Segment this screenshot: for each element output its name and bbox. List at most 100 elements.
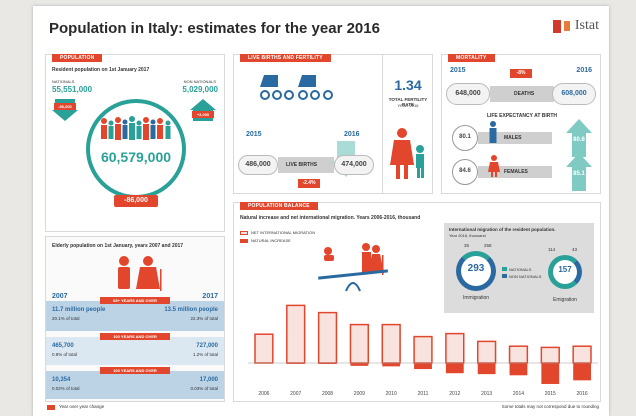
deaths-arrow-band <box>490 86 554 102</box>
legend-migration-swatch <box>240 231 248 235</box>
balance-panel: POPULATION BALANCE Natural increase and … <box>233 202 601 402</box>
migration-bar-2014 <box>508 345 529 364</box>
nationals-change: -96,000 <box>54 103 76 110</box>
natural-bar-2015 <box>541 363 560 384</box>
elderly-left-3: 10,354 <box>52 377 71 383</box>
imm-label: Immigration <box>462 295 490 301</box>
year-label-2006: 2006 <box>258 391 269 397</box>
seesaw-icon <box>318 243 389 295</box>
migration-bar-2008 <box>317 311 338 364</box>
intl-title: International migration of the resident … <box>449 227 556 232</box>
nationals-label: NATIONALS <box>52 79 75 84</box>
elderly-right-3: 17,000 <box>199 377 218 383</box>
balance-subtitle: Natural increase and net international m… <box>240 215 421 221</box>
natural-bar-2011 <box>414 363 432 370</box>
logo-text: Istat <box>574 18 599 33</box>
migration-bar-2015 <box>540 346 560 364</box>
elderly-year-right: 2017 <box>202 293 218 300</box>
elderly-left-1: 11.7 million people <box>52 307 106 313</box>
footer-right: Some totals may not correspond due to ro… <box>501 404 599 409</box>
population-subtitle: Resident population on 1st January 2017 <box>52 67 150 73</box>
elderly-band-2 <box>46 337 224 365</box>
natural-bar-2008 <box>318 363 337 365</box>
logo-mark-small-icon <box>563 21 570 31</box>
natural-bar-2014 <box>509 363 528 376</box>
females-right-value: 85.1 <box>573 171 585 177</box>
infographic-sheet: Population in Italy: estimates for the y… <box>33 6 609 416</box>
births-center-label: LIVE BIRTHS <box>286 162 318 168</box>
deaths-right-value: 608,000 <box>552 83 596 105</box>
total-population-value: 60,579,000 <box>100 149 172 165</box>
fertility-year: YEAR 2016 <box>397 103 419 108</box>
page-title: Population in Italy: estimates for the y… <box>49 20 380 37</box>
non-nationals-value: 5,029,000 <box>182 85 218 94</box>
em-nationals-value: 114 <box>548 247 556 252</box>
elderly-year-left: 2007 <box>52 293 68 300</box>
footer-swatch <box>47 405 55 410</box>
em-total: 157 <box>558 265 572 274</box>
fertility-label: TOTAL FERTILITY RATE <box>388 97 428 107</box>
migration-bar-2011 <box>413 335 433 364</box>
non-nationals-label: NON NATIONALS <box>183 79 216 84</box>
elderly-right-2b: 1.2% of total <box>192 352 218 357</box>
elderly-left-2b: 0.8% of total <box>52 352 78 357</box>
year-label-2014: 2014 <box>513 391 524 397</box>
births-heading: LIVE BIRTHS AND FERTILITY <box>240 54 331 62</box>
population-panel: POPULATION Resident population on 1st Ja… <box>45 54 225 232</box>
deaths-label: DEATHS <box>514 91 535 97</box>
births-year-left: 2015 <box>246 131 262 138</box>
births-change: -2.4% <box>298 179 320 188</box>
mortality-heading: MORTALITY <box>448 54 495 62</box>
females-left-value: 84.6 <box>452 159 478 185</box>
natural-bar-2009 <box>350 363 369 366</box>
elderly-right-1: 13.5 million people <box>164 307 218 313</box>
year-label-2008: 2008 <box>322 391 333 397</box>
elderly-right-2: 727,000 <box>196 343 218 349</box>
non-nationals-change: +3,000 <box>192 111 214 118</box>
elderly-panel: Elderly population on 1st January, years… <box>45 236 225 402</box>
births-right-value: 474,000 <box>334 155 374 175</box>
migration-bar-2016 <box>572 345 592 364</box>
males-label: MALES <box>504 135 522 141</box>
immigration-donut <box>456 251 496 291</box>
migration-bar-2012 <box>445 332 465 364</box>
year-label-2015: 2015 <box>545 391 556 397</box>
births-left-value: 486,000 <box>238 155 278 175</box>
births-divider <box>382 55 383 193</box>
elderly-band-2-label: 100 YEARS AND OVER <box>100 333 170 340</box>
elderly-left-3b: 0.02% of total <box>52 386 80 391</box>
elderly-right-3b: 0.03% of total <box>190 386 218 391</box>
em-label: Emigration <box>553 297 577 303</box>
total-population-change: -86,000 <box>114 195 158 207</box>
intl-subtitle: Year 2016, thousand <box>449 233 486 238</box>
elderly-left-2: 465,700 <box>52 343 74 349</box>
logo-mark-icon <box>552 19 561 33</box>
em-non-nationals-value: 43 <box>572 247 578 252</box>
elderly-band-3 <box>46 371 224 399</box>
female-figure-icon <box>488 155 500 177</box>
mortality-panel: MORTALITY 2015 2016 -8% 648,000 DEATHS 6… <box>441 54 601 194</box>
emigration-donut <box>548 255 582 289</box>
elderly-right-1b: 22.3% of total <box>190 316 218 321</box>
imm-nationals-value: 35 <box>464 243 470 248</box>
year-label-2016: 2016 <box>577 391 588 397</box>
migration-bar-2007 <box>286 304 306 364</box>
males-left-value: 80.1 <box>452 125 478 151</box>
mother-child-icon <box>390 127 430 181</box>
year-label-2012: 2012 <box>449 391 460 397</box>
balance-heading: POPULATION BALANCE <box>240 202 318 210</box>
migration-bar-2006 <box>254 333 274 364</box>
elderly-band-1 <box>46 301 224 331</box>
year-label-2011: 2011 <box>418 391 429 397</box>
life-expectancy-label: LIFE EXPECTANCY AT BIRTH <box>486 113 558 119</box>
population-heading: POPULATION <box>52 54 103 62</box>
females-up-arrow-icon <box>566 153 592 191</box>
natural-bar-2010 <box>382 363 401 367</box>
natural-bar-2012 <box>445 363 464 374</box>
intl-migration-box: International migration of the resident … <box>444 223 594 313</box>
births-arrow-band <box>278 157 334 173</box>
year-label-2010: 2010 <box>386 391 397 397</box>
footer-left: Year over year change <box>59 404 105 409</box>
births-panel: LIVE BIRTHS AND FERTILITY 2015 2016 486,… <box>233 54 433 194</box>
migration-bar-2013 <box>476 340 497 364</box>
